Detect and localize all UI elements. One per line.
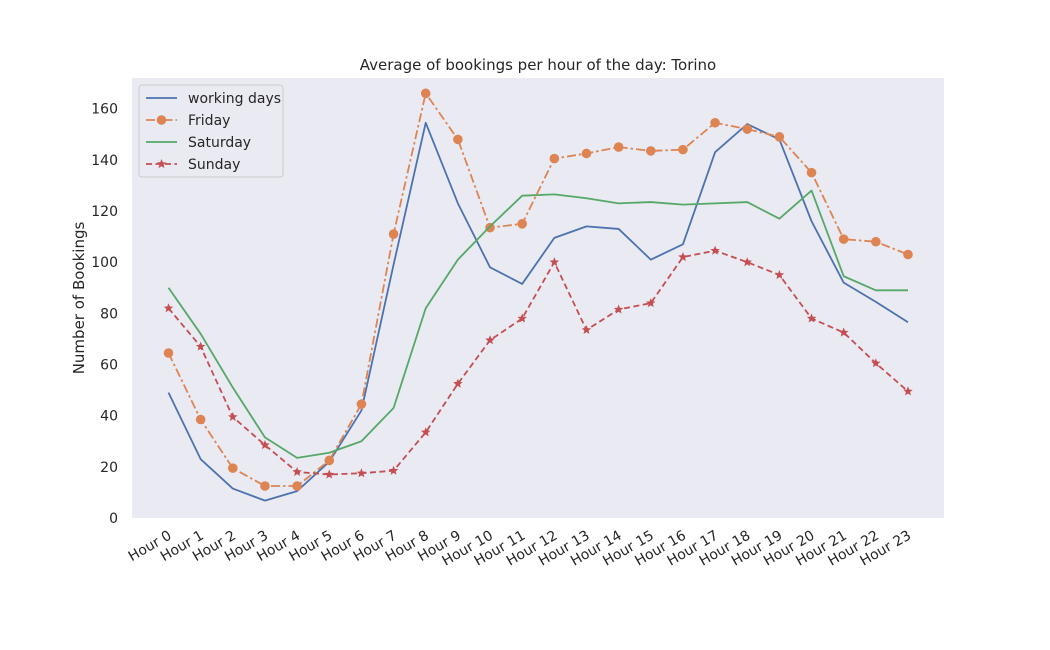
data-point-friday: [195, 414, 206, 425]
data-point-sunday: [646, 298, 656, 308]
y-tick-label: 100: [91, 255, 118, 271]
data-point-sunday: [388, 465, 399, 475]
data-point-sunday: [903, 386, 913, 396]
series-layer: [163, 88, 913, 502]
y-tick-label: 20: [100, 460, 118, 476]
data-point-sunday: [195, 341, 206, 351]
legend-marker-sunday: [156, 159, 167, 169]
series-line-working-days: [167, 121, 909, 502]
y-axis-ticks: 0 20 40 60 80 100 120 140 160: [91, 102, 118, 527]
data-point-sunday: [549, 257, 560, 267]
data-point-friday: [806, 167, 817, 178]
data-point-sunday: [453, 378, 463, 388]
legend-label: Friday: [188, 113, 230, 129]
data-point-friday: [710, 117, 720, 128]
data-point-friday: [356, 399, 367, 409]
data-point-sunday: [613, 304, 624, 314]
data-point-friday: [581, 148, 592, 159]
data-point-friday: [517, 219, 527, 229]
data-point-sunday: [163, 303, 174, 313]
data-point-sunday: [324, 469, 335, 479]
data-point-friday: [420, 88, 431, 99]
data-point-friday: [678, 144, 688, 155]
series-sunday: [163, 245, 913, 479]
data-point-sunday: [678, 252, 688, 262]
data-point-sunday: [228, 411, 238, 421]
data-point-sunday: [420, 427, 431, 437]
y-tick-label: 40: [100, 409, 118, 425]
data-point-sunday: [774, 269, 785, 280]
legend-label: Sunday: [188, 157, 240, 173]
y-tick-label: 0: [109, 511, 118, 527]
y-tick-label: 80: [100, 306, 118, 322]
data-point-friday: [774, 132, 785, 142]
y-tick-label: 120: [91, 204, 118, 220]
y-tick-label: 160: [91, 102, 118, 118]
series-line-sunday: [167, 249, 909, 476]
data-point-sunday: [292, 466, 302, 476]
y-tick-label: 60: [100, 358, 118, 374]
data-point-friday: [742, 124, 753, 134]
series-working-days: [167, 121, 909, 502]
data-point-friday: [453, 134, 463, 145]
data-point-sunday: [710, 245, 720, 255]
data-point-sunday: [485, 335, 495, 345]
data-point-sunday: [871, 358, 881, 368]
data-point-sunday: [742, 257, 752, 267]
data-point-friday: [871, 236, 881, 247]
y-tick-label: 140: [91, 153, 118, 169]
y-axis-label: Number of Bookings: [70, 222, 88, 375]
legend-label: Saturday: [188, 135, 251, 151]
data-point-friday: [613, 142, 624, 152]
data-point-sunday: [581, 324, 592, 335]
data-point-sunday: [260, 440, 270, 450]
chart-title: Average of bookings per hour of the day:…: [360, 56, 716, 74]
data-point-friday: [549, 153, 560, 164]
legend: working days Friday Saturday Sunday: [138, 84, 284, 178]
data-point-friday: [228, 463, 238, 473]
legend-label: working days: [188, 91, 281, 107]
series-line-saturday: [167, 189, 908, 459]
legend-marker-friday: [156, 115, 167, 125]
data-point-friday: [388, 229, 399, 239]
series-saturday: [167, 189, 908, 459]
data-point-sunday: [356, 468, 367, 478]
data-point-sunday: [806, 313, 817, 323]
data-point-sunday: [838, 327, 849, 337]
data-point-friday: [645, 146, 656, 156]
data-point-friday: [324, 455, 335, 466]
data-point-friday: [292, 481, 302, 491]
data-point-sunday: [517, 313, 527, 323]
series-line-friday: [167, 92, 909, 487]
data-point-friday: [260, 481, 270, 491]
data-point-friday: [903, 249, 913, 260]
data-point-friday: [163, 348, 174, 358]
data-point-friday: [838, 234, 849, 244]
legend-box: [138, 84, 284, 178]
